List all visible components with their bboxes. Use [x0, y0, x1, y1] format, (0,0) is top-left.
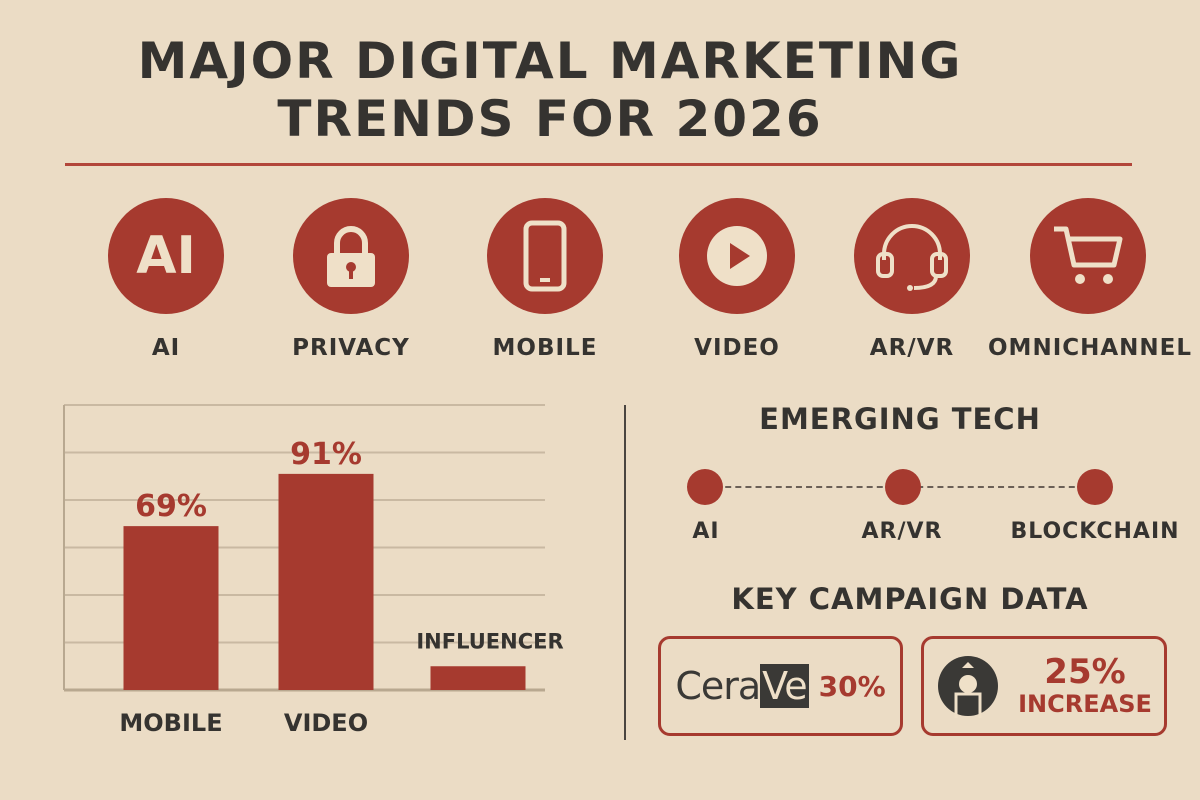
bar-video — [278, 473, 374, 690]
headset-icon — [854, 198, 970, 314]
trend-omnichannel: OMNICHANNEL — [988, 198, 1193, 361]
starbucks-text: 25% INCREASE — [1018, 654, 1152, 718]
emerging-label: BLOCKCHAIN — [1010, 519, 1180, 544]
starbucks-logo — [938, 656, 999, 718]
emerging-label: AI — [692, 519, 720, 544]
title-divider — [65, 163, 1132, 166]
timeline-dot — [687, 469, 723, 505]
title-line-1: MAJOR DIGITAL MARKETING — [137, 32, 963, 90]
campaign-title: KEY CAMPAIGN DATA — [731, 582, 1089, 616]
data-label: 69% — [135, 489, 207, 524]
cerave-value: 30% — [818, 669, 886, 703]
trend-ai: AI AI — [66, 198, 266, 361]
ai-text-icon: AI — [108, 198, 224, 314]
bar-chart: 69% MOBILE 91% VIDEO INFLUENCER — [63, 404, 564, 737]
trend-video: VIDEO — [637, 198, 837, 361]
category-label: VIDEO — [284, 709, 368, 737]
starbucks-card: 25% INCREASE — [921, 636, 1167, 736]
bar-mobile — [123, 526, 219, 690]
trend-label: MOBILE — [492, 335, 598, 361]
cerave-logo: CeraVe — [675, 664, 809, 708]
category-label: MOBILE — [119, 709, 222, 737]
trend-label: AR/VR — [869, 335, 955, 361]
bar-influencer — [430, 666, 526, 690]
trend-label: VIDEO — [694, 335, 780, 361]
play-icon — [679, 198, 795, 314]
trend-label: PRIVACY — [292, 335, 410, 361]
padlock-icon — [293, 198, 409, 314]
section-divider — [624, 405, 626, 740]
trend-mobile: MOBILE — [445, 198, 645, 361]
category-label: INFLUENCER — [416, 629, 563, 653]
starbucks-label: INCREASE — [1018, 690, 1152, 718]
smartphone-icon — [487, 198, 603, 314]
trend-label: AI — [151, 335, 181, 361]
trend-arvr: AR/VR — [812, 198, 1012, 361]
shopping-cart-icon — [1030, 198, 1146, 314]
starbucks-value: 25% — [1044, 652, 1126, 692]
page-title: MAJOR DIGITAL MARKETING TRENDS FOR 2026 — [100, 32, 1000, 148]
cerave-card: CeraVe 30% — [658, 636, 903, 736]
emerging-label: AR/VR — [861, 519, 943, 544]
trend-label: OMNICHANNEL — [988, 335, 1193, 361]
emerging-tech-title: EMERGING TECH — [759, 402, 1041, 436]
title-line-2: TRENDS FOR 2026 — [277, 90, 823, 148]
timeline-dot — [1077, 469, 1113, 505]
data-label: 91% — [290, 437, 362, 472]
trend-privacy: PRIVACY — [251, 198, 451, 361]
timeline-dot — [885, 469, 921, 505]
